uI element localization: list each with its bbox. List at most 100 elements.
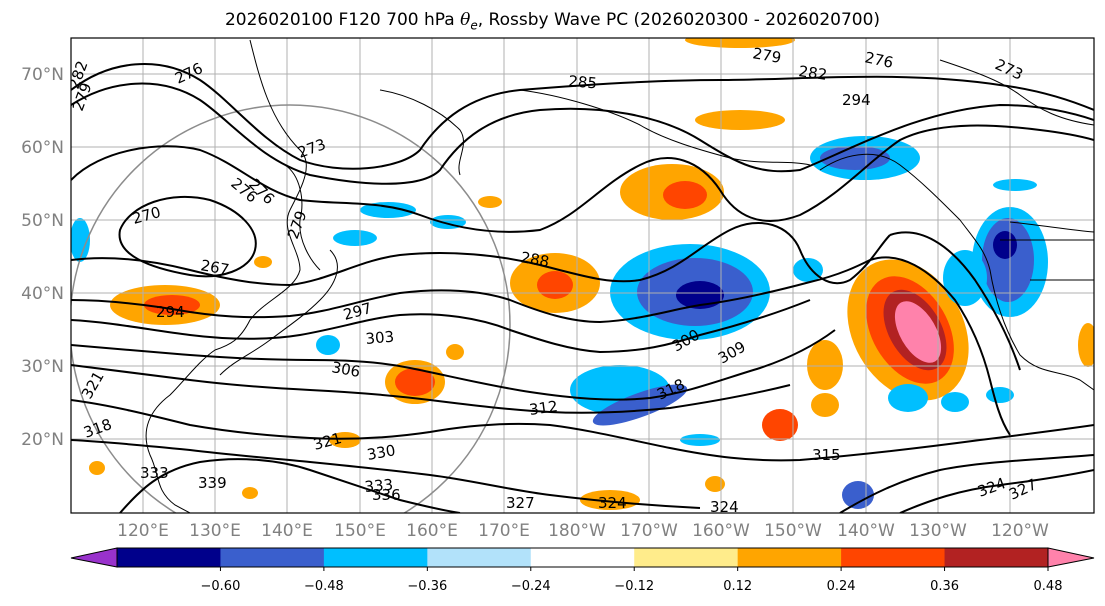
positive-anomaly (1078, 323, 1094, 367)
map-content: 276 279 282 279 285 282 276 273 294 273 … (71, 38, 1094, 516)
colorbar-swatch (841, 548, 946, 567)
map-title: 2026020100 F120 700 hPa θe, Rossby Wave … (0, 10, 1105, 32)
colorbar-tick-label: 0.48 (1034, 579, 1063, 594)
negative-anomaly (982, 218, 1034, 302)
contour-label: 330 (366, 441, 397, 464)
great-circle (71, 104, 511, 513)
lat-label-30n: 30°N (21, 357, 64, 377)
title-suffix: , Rossby Wave PC (2026020300 - 202602070… (477, 10, 881, 30)
contour-label: 339 (198, 474, 227, 492)
lon-label: 120°E (117, 521, 169, 541)
negative-anomaly (680, 434, 720, 446)
colorbar-tick-label: 0.12 (723, 579, 752, 594)
contour-label: 327 (506, 494, 535, 512)
contour-label: 336 (372, 486, 401, 504)
negative-anomaly (842, 481, 874, 509)
lon-label: 130°W (909, 521, 967, 541)
colorbar-swatch (737, 548, 842, 567)
positive-anomaly (395, 368, 435, 396)
positive-anomaly (254, 256, 272, 268)
colorbar-extend-right (1047, 547, 1095, 568)
positive-anomaly (446, 344, 464, 360)
contour-label: 276 (863, 48, 895, 72)
positive-anomaly (762, 409, 798, 441)
positive-anomaly (478, 196, 502, 208)
positive-anomaly (242, 487, 258, 499)
positive-anomaly (807, 340, 843, 390)
positive-anomaly (89, 461, 105, 475)
lon-label: 170°W (620, 521, 678, 541)
lon-label: 160°W (692, 521, 750, 541)
negative-anomaly (941, 392, 969, 412)
contour-label: 315 (812, 446, 841, 464)
negative-anomaly (943, 250, 987, 306)
colorbar-swatch (323, 548, 428, 567)
coastlines (145, 39, 1094, 513)
lon-label: 160°E (406, 521, 458, 541)
positive-anomaly (144, 295, 200, 315)
lon-label: 150°E (334, 521, 386, 541)
contour-label: 312 (528, 397, 559, 419)
colorbar-extend-left (70, 547, 118, 568)
contour-label: 333 (140, 464, 169, 482)
colorbar-tick-label: −0.60 (201, 579, 241, 594)
lon-label: 120°W (991, 521, 1049, 541)
positive-anomaly (537, 271, 573, 299)
negative-anomaly (71, 218, 90, 262)
lon-label: 140°E (261, 521, 313, 541)
lat-label-50n: 50°N (21, 211, 64, 231)
colorbar-swatches (116, 547, 1049, 568)
negative-anomaly (676, 281, 724, 309)
colorbar-tick-label: −0.48 (304, 579, 344, 594)
positive-anomaly (663, 181, 707, 209)
lon-label: 140°W (837, 521, 895, 541)
colorbar-tick-label: −0.24 (511, 579, 551, 594)
colorbar-tick-label: −0.12 (614, 579, 654, 594)
contour-label: 324 (710, 498, 739, 516)
contour-label: 303 (365, 328, 395, 348)
negative-anomaly (793, 258, 823, 282)
negative-anomaly (820, 146, 890, 170)
lon-label: 130°E (189, 521, 241, 541)
negative-anomaly (993, 179, 1037, 191)
contour-label: 288 (519, 248, 550, 271)
negative-anomaly (333, 230, 377, 246)
colorbar-tick-label: 0.24 (827, 579, 856, 594)
lat-label-60n: 60°N (21, 138, 64, 158)
contour-label: 294 (842, 91, 871, 109)
positive-anomaly (811, 393, 839, 417)
contour-label: 267 (199, 256, 230, 279)
positive-anomaly (705, 476, 725, 492)
positive-anomaly (894, 301, 942, 363)
lon-label: 150°W (764, 521, 822, 541)
colorbar-swatch (634, 548, 739, 567)
positive-anomaly (685, 38, 795, 48)
colorbar-tick-label: 0.36 (930, 579, 959, 594)
contour-label: 333 (364, 476, 394, 496)
positive-anomaly (580, 490, 640, 510)
contour-label: 324 (598, 494, 627, 512)
positive-anomaly (329, 432, 361, 448)
contour-label: 285 (568, 72, 598, 92)
lat-label-20n: 20°N (21, 430, 64, 450)
colorbar-tick-label: −0.36 (407, 579, 447, 594)
latitude-labels: 70°N 60°N 50°N 40°N 30°N 20°N (21, 65, 64, 450)
negative-anomaly (993, 231, 1017, 259)
lat-label-70n: 70°N (21, 65, 64, 85)
contour-label: 279 (751, 44, 782, 67)
positive-anomaly (695, 110, 785, 130)
colorbar-swatch (944, 548, 1049, 567)
negative-anomaly (316, 335, 340, 355)
contour-label: 294 (156, 303, 185, 321)
negative-anomaly (360, 202, 416, 218)
theta-subscript: e (470, 18, 478, 33)
negative-anomaly (888, 384, 928, 412)
lon-label: 180°W (548, 521, 606, 541)
title-prefix: 2026020100 F120 700 hPa (224, 10, 461, 30)
colorbar: −0.60 −0.48 −0.36 −0.24 −0.12 0.12 0.24 0.36 0.4… (70, 547, 1095, 594)
lat-label-40n: 40°N (21, 284, 64, 304)
colorbar-swatch (427, 548, 532, 567)
colorbar-ticks: −0.60 −0.48 −0.36 −0.24 −0.12 0.12 0.24 0.36 0.4… (201, 567, 1063, 594)
theta-symbol: θ (460, 10, 471, 30)
